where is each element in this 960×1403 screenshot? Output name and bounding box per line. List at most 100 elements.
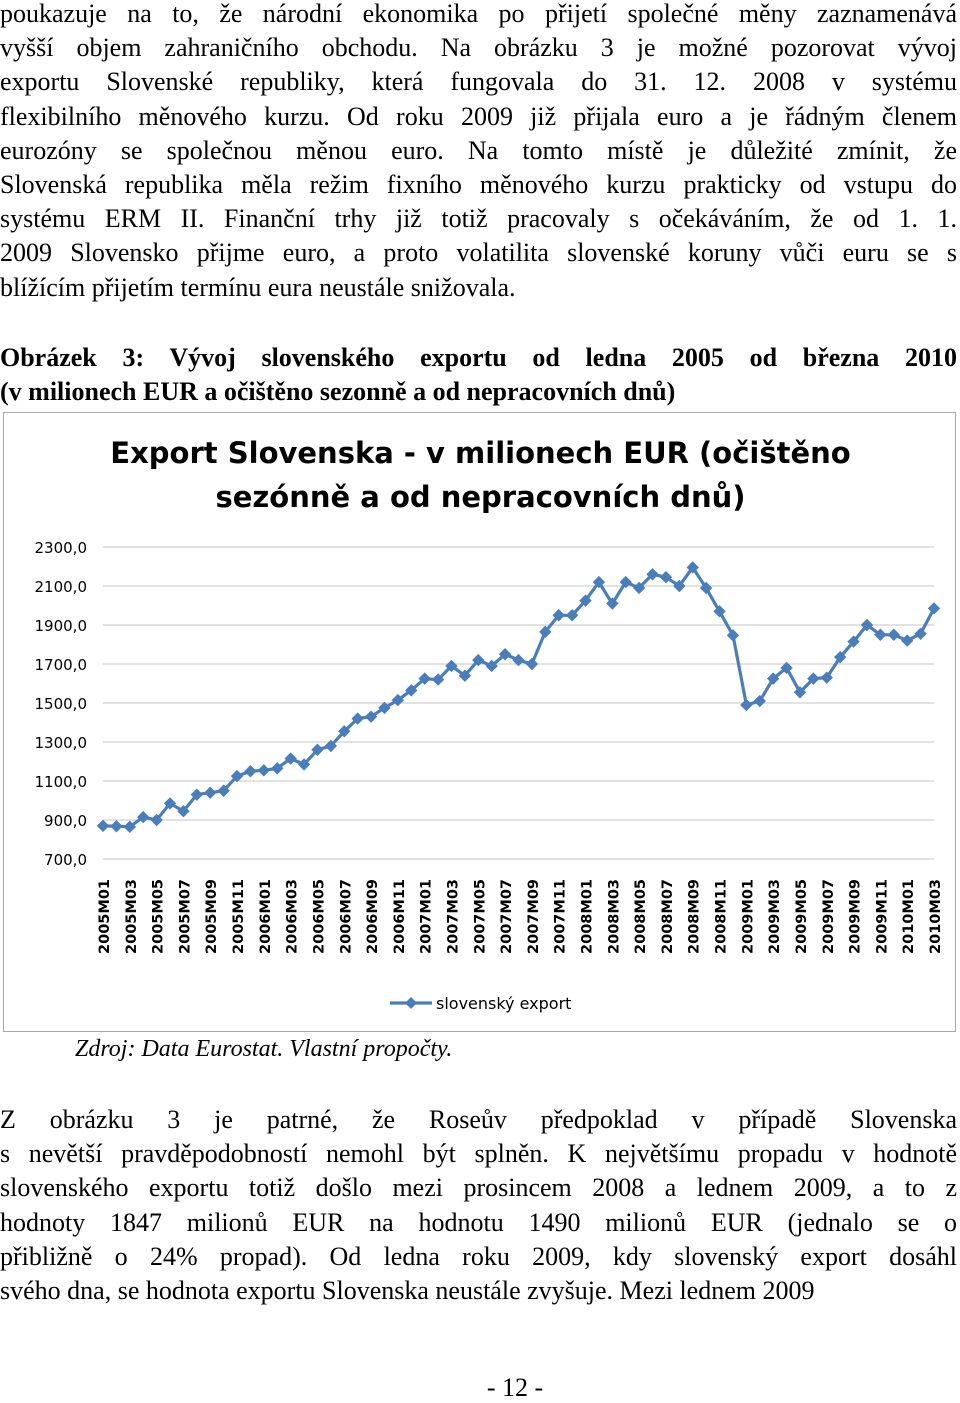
x-tick-label: 2007M03	[445, 879, 461, 954]
x-tick-label: 2008M09	[687, 879, 703, 954]
paragraph-2: Z obrázku 3 je patrné, že Roseův předpok…	[0, 1103, 957, 1308]
x-tick-label: 2009M01	[740, 879, 756, 954]
data-point	[338, 725, 351, 738]
y-tick-label: 1300,0	[35, 734, 88, 752]
data-point	[686, 561, 699, 574]
data-point	[230, 769, 244, 783]
x-tick-label: 2006M09	[365, 879, 381, 954]
data-point	[874, 628, 887, 641]
data-point	[378, 701, 391, 715]
series-line	[102, 564, 936, 829]
y-tick-label: 1700,0	[35, 656, 88, 674]
x-tick-label: 2006M07	[338, 879, 354, 954]
paragraph-2-line: svého dna, se hodnota exportu Slovenska …	[0, 1276, 815, 1306]
paragraph-2-line: přibližně o 24% propad). Od ledna roku 2…	[0, 1241, 957, 1271]
data-point	[592, 575, 606, 589]
data-point	[177, 805, 190, 818]
x-tick-label: 2010M01	[901, 879, 917, 954]
data-point	[766, 672, 780, 685]
x-tick-label: 2006M03	[285, 879, 301, 954]
data-point	[217, 784, 230, 797]
y-tick-label: 1500,0	[35, 695, 88, 713]
x-tick-label: 2010M03	[928, 879, 944, 954]
paragraph-1-line: 2009 Slovensko přijme euro, a proto vola…	[0, 238, 957, 268]
x-tick-label: 2009M11	[874, 879, 890, 954]
paragraph-1-line: poukazuje na to, že národní ekonomika po…	[0, 0, 957, 28]
line-chart: 700,0 900,0 1100,0 1300,0 1500,0 1700,0 1900,0…	[35, 539, 945, 1013]
legend-label: slovenský export	[436, 994, 571, 1013]
y-tick-label: 1100,0	[35, 773, 88, 791]
paragraph-2-line: slovenského exportu totiž došlo mezi pro…	[0, 1173, 957, 1203]
x-tick-label: 2007M09	[526, 879, 542, 954]
paragraph-2-line: s nevětší pravděpodobností nemohl být sp…	[0, 1139, 957, 1169]
x-tick-label: 2008M07	[660, 879, 676, 954]
data-point	[927, 602, 941, 615]
caption-line: (v milionech EUR a očištěno sezonně a od…	[0, 377, 676, 407]
legend-marker	[405, 997, 417, 1009]
x-tick-label: 2006M05	[311, 879, 327, 954]
x-tick-label: 2005M09	[204, 879, 220, 954]
data-point	[887, 628, 900, 641]
chart-title: Export Slovenska - v milionech EUR (očiš…	[4, 431, 957, 519]
x-tick-label: 2007M11	[553, 879, 569, 954]
paragraph-2-line: hodnoty 1847 milionů EUR na hodnotu 1490…	[0, 1207, 957, 1237]
paragraph-1-line: flexibilního měnového kurzu. Od roku 200…	[0, 101, 957, 131]
paragraph-1: poukazuje na to, že národní ekonomika po…	[0, 0, 957, 305]
data-point	[780, 661, 793, 675]
paragraph-2-line: Z obrázku 3 je patrné, že Roseův předpok…	[0, 1105, 957, 1134]
x-tick-label: 2006M11	[392, 879, 408, 954]
figure-source: Zdroj: Data Eurostat. Vlastní propočty.	[75, 1036, 453, 1062]
data-point	[110, 820, 123, 833]
x-tick-label: 2008M01	[580, 879, 596, 954]
x-tick-label: 2008M03	[606, 879, 622, 954]
y-tick-label: 2300,0	[35, 539, 88, 557]
data-point	[150, 813, 163, 827]
data-point	[793, 686, 807, 699]
caption-line: Obrázek 3: Vývoj slovenského exportu od …	[0, 343, 957, 372]
x-tick-label: 2007M05	[472, 879, 488, 954]
data-point	[204, 786, 217, 799]
data-point	[820, 671, 833, 684]
x-tick-label: 2009M09	[848, 879, 864, 954]
data-point	[190, 788, 204, 801]
data-point	[740, 698, 753, 712]
data-point	[659, 571, 673, 584]
chart-title-line-1: Export Slovenska - v milionech EUR (očiš…	[110, 436, 851, 470]
x-tick-label: 2005M07	[177, 879, 193, 954]
data-point	[364, 710, 378, 723]
data-point	[606, 597, 619, 610]
y-tick-label: 900,0	[44, 812, 87, 830]
y-tick-label: 1900,0	[35, 617, 88, 635]
data-point	[244, 765, 257, 778]
x-tick-label: 2009M05	[794, 879, 810, 954]
page-number: - 12 -	[486, 1373, 544, 1402]
figure-caption: Obrázek 3: Vývoj slovenského exportu od …	[0, 341, 957, 409]
data-point	[847, 635, 860, 648]
paragraph-1-line: eurozóny se společnou měnou euro. Na tom…	[0, 135, 957, 165]
chart-frame: Export Slovenska - v milionech EUR (očiš…	[3, 412, 956, 1032]
data-point	[324, 739, 338, 753]
x-tick-label: 2007M01	[419, 879, 435, 954]
data-point	[565, 609, 579, 622]
paragraph-1-line: blížícím přijetím termínu eura neustále …	[0, 272, 516, 302]
x-tick-label: 2005M01	[97, 879, 113, 954]
data-point	[860, 618, 874, 632]
data-point	[807, 672, 820, 685]
data-point	[257, 764, 271, 777]
data-point	[431, 673, 445, 686]
data-point	[351, 712, 364, 725]
data-point	[96, 819, 110, 833]
data-point	[833, 650, 847, 664]
x-tick-label: 2007M07	[499, 879, 515, 954]
data-point	[900, 634, 914, 647]
paragraph-1-line: Slovenská republika měla režim fixního m…	[0, 170, 957, 200]
y-tick-label: 2100,0	[35, 578, 88, 596]
data-point	[418, 672, 431, 685]
x-tick-label: 2009M03	[767, 879, 783, 954]
data-point	[552, 609, 565, 622]
x-tick-label: 2009M07	[821, 879, 837, 954]
data-point	[539, 625, 552, 639]
paragraph-1-line: systému ERM II. Finanční trhy již totiž …	[0, 204, 957, 234]
data-point	[914, 627, 927, 640]
paragraph-1-line: vyšší objem zahraničního obchodu. Na obr…	[0, 33, 957, 63]
